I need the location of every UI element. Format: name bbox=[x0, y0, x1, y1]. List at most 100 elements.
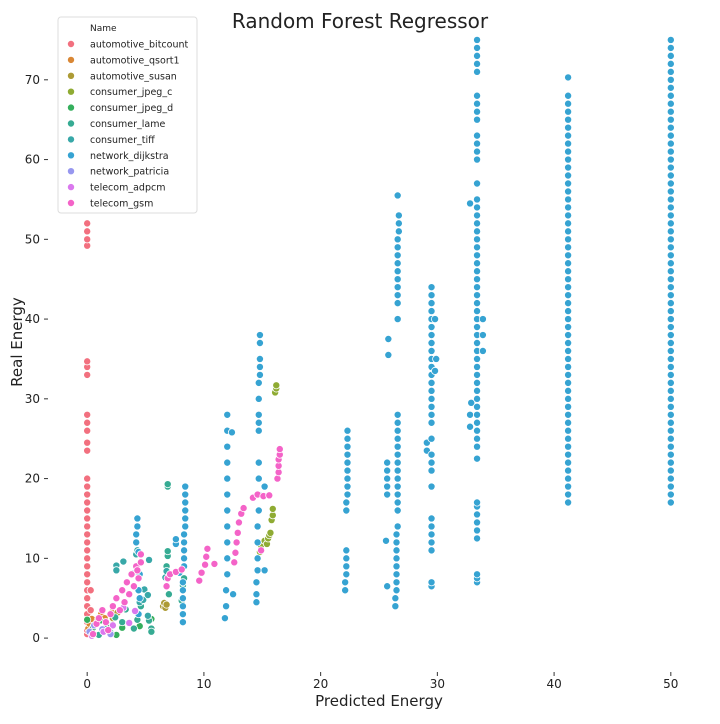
data-point bbox=[666, 426, 675, 435]
y-tick-label: 0 bbox=[32, 631, 40, 645]
data-point bbox=[666, 466, 675, 475]
data-point bbox=[83, 219, 92, 228]
y-tick-label: 20 bbox=[25, 472, 40, 486]
data-point bbox=[666, 163, 675, 172]
data-point bbox=[162, 600, 171, 609]
data-point bbox=[427, 450, 436, 459]
data-point bbox=[666, 434, 675, 443]
data-point bbox=[223, 442, 232, 451]
data-point bbox=[195, 576, 204, 585]
data-point bbox=[666, 482, 675, 491]
data-point bbox=[473, 434, 482, 443]
data-point bbox=[564, 410, 573, 419]
data-point bbox=[382, 536, 391, 545]
data-point bbox=[132, 538, 141, 547]
data-point bbox=[473, 107, 482, 116]
data-point bbox=[394, 219, 403, 228]
data-point bbox=[666, 490, 675, 499]
data-point bbox=[564, 338, 573, 347]
legend-marker bbox=[67, 151, 76, 160]
data-point bbox=[427, 283, 436, 292]
data-point bbox=[564, 91, 573, 100]
data-point bbox=[473, 354, 482, 363]
data-point bbox=[666, 259, 675, 268]
data-point bbox=[252, 590, 261, 599]
data-point bbox=[233, 528, 242, 537]
data-point bbox=[666, 338, 675, 347]
data-point bbox=[125, 618, 134, 627]
data-point bbox=[255, 370, 264, 379]
data-point bbox=[343, 442, 352, 451]
legend-entry: network_patricia bbox=[90, 167, 169, 178]
data-point bbox=[145, 555, 154, 564]
data-point bbox=[564, 195, 573, 204]
data-point bbox=[473, 275, 482, 284]
data-point bbox=[393, 191, 402, 200]
data-point bbox=[666, 410, 675, 419]
data-point bbox=[473, 131, 482, 140]
legend-marker bbox=[67, 103, 76, 112]
legend-entry: telecom_adpcm bbox=[90, 183, 165, 194]
data-point bbox=[666, 243, 675, 252]
data-point bbox=[473, 259, 482, 268]
data-point bbox=[223, 538, 232, 547]
data-point bbox=[393, 482, 402, 491]
data-point bbox=[564, 283, 573, 292]
data-point bbox=[383, 490, 392, 499]
data-point bbox=[666, 450, 675, 459]
data-point bbox=[394, 211, 403, 220]
data-point bbox=[564, 466, 573, 475]
data-point bbox=[564, 331, 573, 340]
data-point bbox=[83, 578, 92, 587]
data-point bbox=[473, 454, 482, 463]
data-point bbox=[564, 187, 573, 196]
x-tick-label: 0 bbox=[83, 677, 91, 691]
data-point bbox=[473, 139, 482, 148]
data-point bbox=[341, 586, 350, 595]
legend-marker bbox=[67, 167, 76, 176]
data-point bbox=[666, 211, 675, 220]
data-point bbox=[666, 115, 675, 124]
data-point bbox=[666, 354, 675, 363]
data-point bbox=[666, 346, 675, 355]
x-tick-label: 10 bbox=[196, 677, 211, 691]
data-point bbox=[392, 546, 401, 555]
data-point bbox=[564, 179, 573, 188]
data-point bbox=[392, 554, 401, 563]
data-point bbox=[125, 590, 134, 599]
data-point bbox=[178, 618, 187, 627]
series-network-dijkstra bbox=[132, 35, 675, 627]
data-point bbox=[342, 562, 351, 571]
data-point bbox=[392, 586, 401, 595]
data-point bbox=[86, 586, 95, 595]
data-point bbox=[473, 526, 482, 535]
data-point bbox=[136, 558, 145, 567]
data-point bbox=[83, 410, 92, 419]
data-point bbox=[260, 566, 269, 575]
data-point bbox=[178, 602, 187, 611]
data-point bbox=[393, 522, 402, 531]
data-point bbox=[392, 578, 401, 587]
legend-entry: network_dijkstra bbox=[90, 151, 169, 162]
data-point bbox=[203, 544, 212, 553]
data-point bbox=[427, 514, 436, 523]
legend: Name automotive_bitcount automotive_qsort1… bbox=[57, 16, 198, 214]
data-point bbox=[232, 538, 241, 547]
data-point bbox=[162, 582, 171, 591]
data-point bbox=[83, 570, 92, 579]
series-telecom-gsm bbox=[89, 445, 284, 639]
data-point bbox=[118, 586, 127, 595]
data-point bbox=[255, 338, 264, 347]
data-point bbox=[564, 442, 573, 451]
data-point bbox=[227, 428, 236, 437]
data-point bbox=[115, 606, 124, 615]
data-point bbox=[254, 458, 263, 467]
data-point bbox=[564, 291, 573, 300]
data-point bbox=[427, 578, 436, 587]
data-point bbox=[564, 123, 573, 132]
data-point bbox=[666, 331, 675, 340]
data-point bbox=[260, 482, 269, 491]
data-point bbox=[252, 598, 261, 607]
data-point bbox=[106, 610, 115, 619]
